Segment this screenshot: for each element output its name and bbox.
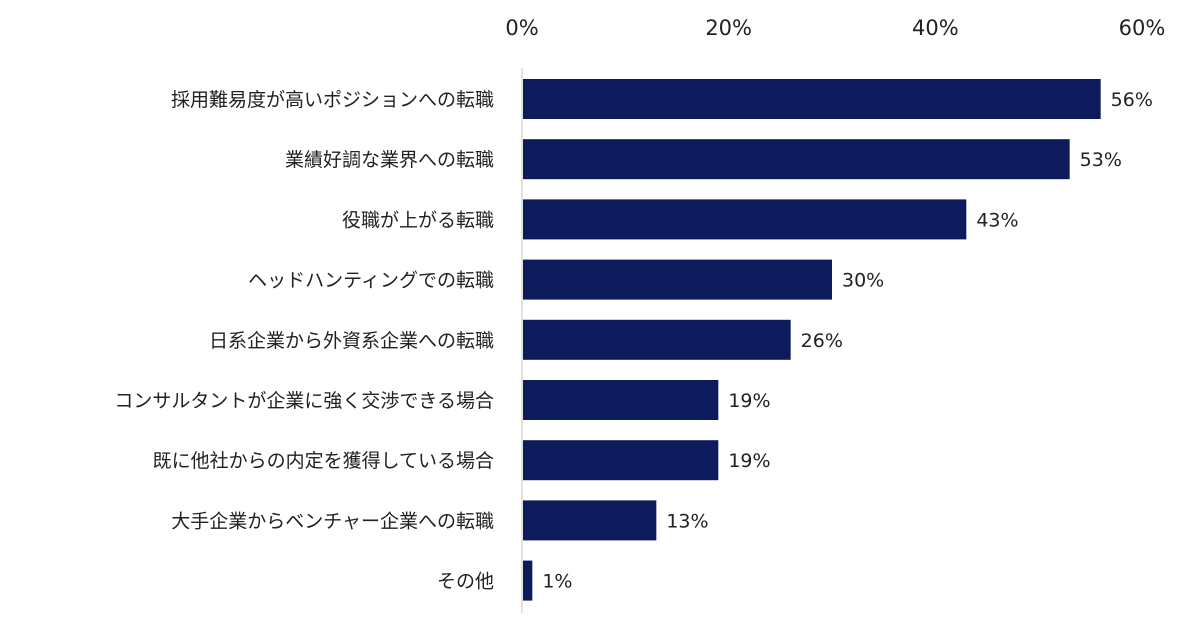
data-label: 26% (801, 330, 843, 352)
bars-group (523, 79, 1101, 601)
data-label: 56% (1111, 89, 1153, 111)
category-label: その他 (437, 571, 494, 593)
data-label: 19% (728, 450, 770, 472)
category-label: 役職が上がる転職 (342, 209, 494, 231)
data-label: 53% (1080, 149, 1122, 171)
x-tick-label: 20% (705, 16, 752, 40)
bar (523, 259, 832, 300)
bar (523, 139, 1070, 180)
category-label: 採用難易度が高いポジションへの転職 (171, 89, 494, 111)
x-axis-ticks: 0% 20% 40% 60% (505, 16, 1165, 40)
bar (523, 199, 967, 240)
category-label: コンサルタントが企業に強く交渉できる場合 (114, 390, 494, 412)
category-label: 業績好調な業界への転職 (285, 149, 494, 171)
bar (523, 440, 719, 481)
bar (523, 500, 657, 541)
bar (523, 319, 791, 360)
x-tick-label: 60% (1119, 16, 1166, 40)
data-label: 30% (842, 270, 884, 292)
data-label: 13% (666, 510, 708, 532)
category-labels: 採用難易度が高いポジションへの転職業績好調な業界への転職役職が上がる転職ヘッドハ… (114, 89, 494, 593)
bar (523, 79, 1101, 119)
data-label: 1% (542, 571, 572, 593)
category-label: 日系企業から外資系企業への転職 (209, 330, 494, 352)
category-label: ヘッドハンティングでの転職 (248, 270, 494, 292)
data-label: 43% (976, 209, 1018, 231)
x-tick-label: 0% (505, 16, 538, 40)
data-labels: 56% 53% 43% 30% 26% 19% 19% 13% 1% (542, 89, 1153, 593)
x-tick-label: 40% (912, 16, 959, 40)
bar (523, 380, 719, 420)
category-label: 既に他社からの内定を獲得している場合 (153, 450, 494, 472)
bar (523, 560, 533, 601)
data-label: 19% (728, 390, 770, 412)
category-label: 大手企業からベンチャー企業への転職 (171, 510, 494, 532)
